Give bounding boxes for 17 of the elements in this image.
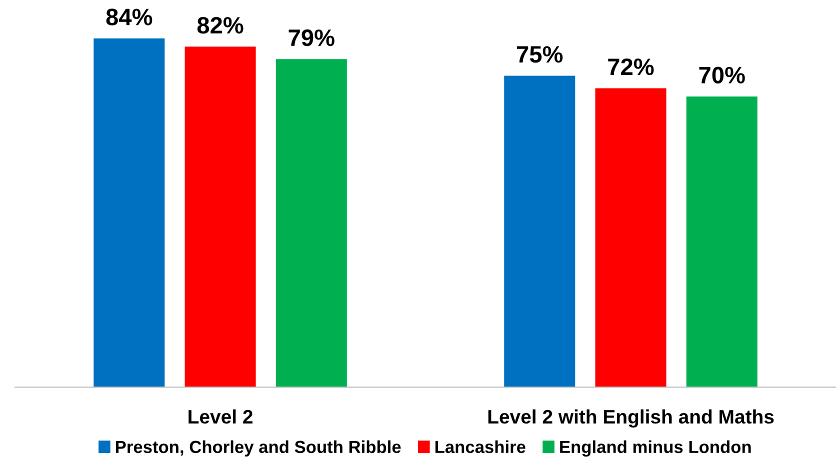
bar: [595, 88, 666, 388]
data-label: 75%: [517, 46, 563, 63]
bar: [686, 96, 758, 388]
bar: [504, 76, 576, 388]
legend-label: Preston, Chorley and South Ribble: [116, 440, 401, 457]
data-label: 82%: [197, 16, 244, 34]
x-tick-label: Level 2 with English and Maths: [488, 409, 774, 428]
data-label: 72%: [608, 58, 654, 76]
bar: [94, 38, 165, 388]
data-label: 70%: [699, 66, 745, 84]
data-label: 84%: [106, 8, 152, 26]
data-label: 79%: [288, 29, 334, 46]
x-tick-label: Level 2: [188, 409, 252, 424]
bar: [184, 46, 256, 388]
bar: [276, 59, 347, 388]
legend-label: Lancashire: [435, 440, 526, 454]
legend-label: England minus London: [560, 440, 751, 457]
